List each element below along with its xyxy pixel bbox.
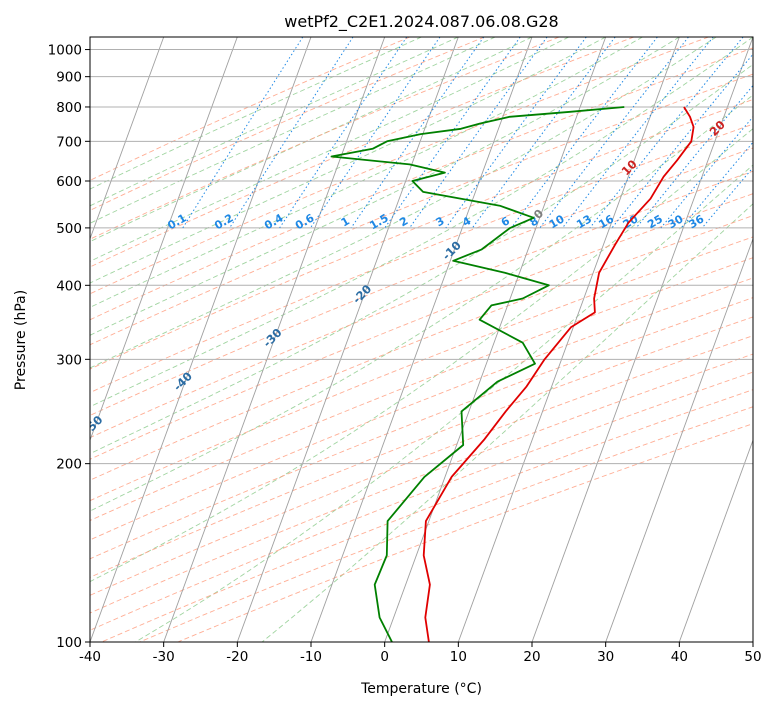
- x-tick-label: -40: [79, 649, 101, 665]
- x-tick-label: -30: [153, 649, 175, 665]
- y-tick-label: 900: [56, 70, 82, 86]
- x-tick-label: 20: [523, 649, 540, 665]
- x-axis-label: Temperature (°C): [360, 681, 482, 697]
- chart-title: wetPf2_C2E1.2024.087.06.08.G28: [284, 12, 558, 32]
- x-tick-label: 30: [597, 649, 614, 665]
- x-tick-label: 0: [380, 649, 389, 665]
- y-tick-label: 100: [56, 635, 82, 651]
- y-tick-label: 500: [56, 221, 82, 237]
- y-axis-label: Pressure (hPa): [13, 290, 29, 390]
- y-tick-label: 600: [56, 174, 82, 190]
- x-tick-label: -10: [300, 649, 322, 665]
- y-tick-label: 700: [56, 134, 82, 150]
- x-tick-label: -20: [226, 649, 248, 665]
- y-tick-label: 800: [56, 100, 82, 116]
- x-tick-label: 40: [671, 649, 688, 665]
- y-tick-label: 1000: [48, 43, 82, 59]
- y-tick-label: 200: [56, 457, 82, 473]
- y-tick-label: 400: [56, 278, 82, 294]
- y-tick-label: 300: [56, 352, 82, 368]
- x-tick-label: 50: [744, 649, 761, 665]
- x-tick-label: 10: [450, 649, 467, 665]
